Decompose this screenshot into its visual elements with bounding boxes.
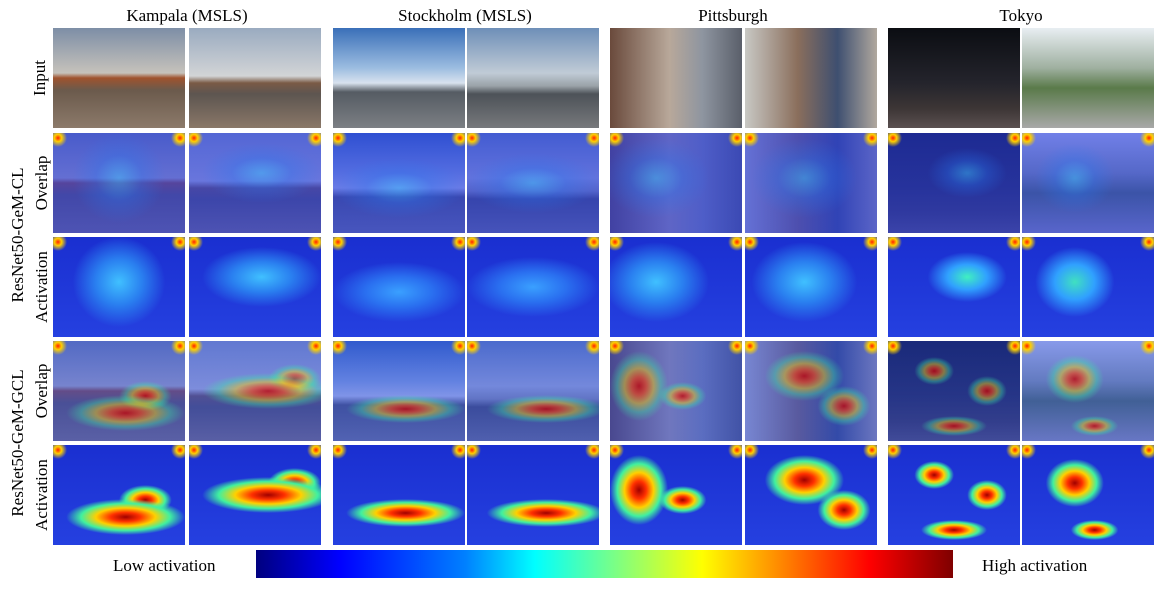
cl-activation-map [745,237,877,337]
gcl-overlap-image [53,341,185,441]
gcl-overlap-image [888,341,1020,441]
gcl-activation-map [888,445,1020,545]
gcl-activation-map [189,445,321,545]
cl-overlap-image [745,133,877,233]
cl-activation-map [189,237,321,337]
cl-activation-map [333,237,465,337]
column-title: Tokyo [999,6,1043,25]
column-title: Kampala (MSLS) [126,6,248,25]
gcl-activation-map [745,445,877,545]
cl-activation-map [467,237,599,337]
gcl-activation-map [333,445,465,545]
gcl-overlap-image [333,341,465,441]
cl-overlap-image [888,133,1020,233]
row-label: Activation [32,251,51,323]
low-label: Low activation [113,556,216,575]
input-image [610,28,742,128]
gcl-activation-map [467,445,599,545]
cl-activation-map [610,237,742,337]
gcl-overlap-image [745,341,877,441]
column-title: Stockholm (MSLS) [398,6,532,25]
row-label: Overlap [32,155,51,211]
row-label: Activation [32,459,51,531]
cl-overlap-image [53,133,185,233]
cl-overlap-image [610,133,742,233]
row-label: Overlap [32,363,51,419]
cl-activation-map [888,237,1020,337]
gcl-activation-map [610,445,742,545]
input-image [1022,28,1154,128]
input-image [745,28,877,128]
input-image [53,28,185,128]
input-image [888,28,1020,128]
high-label: High activation [982,556,1088,575]
gcl-activation-map [1022,445,1154,545]
gcl-overlap-image [1022,341,1154,441]
input-image [467,28,599,128]
gcl-overlap-image [467,341,599,441]
cl-overlap-image [1022,133,1154,233]
row-label: Input [30,60,49,96]
cl-overlap-image [467,133,599,233]
column-title: Pittsburgh [698,6,768,25]
cl-activation-map [53,237,185,337]
gcl-overlap-image [189,341,321,441]
cl-overlap-image [333,133,465,233]
model-label: ResNet50-GeM-GCL [8,369,27,517]
input-image [333,28,465,128]
gcl-overlap-image [610,341,742,441]
gcl-activation-map [53,445,185,545]
model-label: ResNet50-GeM-CL [8,167,27,303]
cl-activation-map [1022,237,1154,337]
cl-overlap-image [189,133,321,233]
colorbar [256,550,953,578]
input-image [189,28,321,128]
